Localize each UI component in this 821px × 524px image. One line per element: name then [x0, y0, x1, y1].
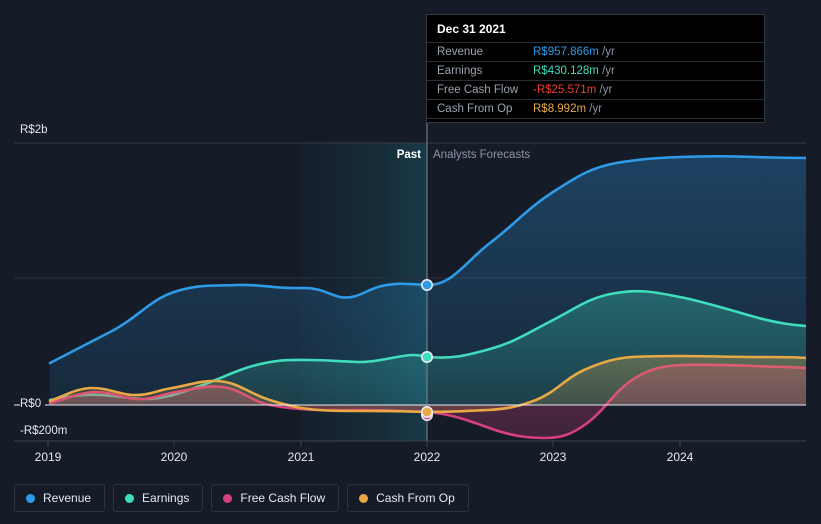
tooltip-row-earnings: Earnings R$430.128m /yr	[427, 61, 764, 81]
tooltip-row-revenue: Revenue R$957.866m /yr	[427, 42, 764, 62]
legend-item-cash-from-op[interactable]: Cash From Op	[347, 484, 469, 512]
legend-dot-icon-earnings	[125, 493, 135, 503]
tooltip-title: Dec 31 2021	[437, 22, 506, 36]
tooltip-label-free-cash-flow: Free Cash Flow	[427, 80, 533, 100]
selected-point-markers	[420, 278, 433, 421]
cash-from-op-area	[50, 356, 806, 412]
tooltip-row-free-cash-flow: Free Cash Flow -R$25.571m /yr	[427, 80, 764, 100]
tooltip-unit-revenue: /yr	[602, 46, 615, 58]
data-point-tooltip: Dec 31 2021 Revenue R$957.866m /yr Earni…	[426, 14, 765, 123]
chart-legend: Revenue Earnings Free Cash Flow Cash Fro…	[14, 484, 469, 512]
tooltip-unit-free-cash-flow: /yr	[599, 84, 613, 96]
legend-label-earnings: Earnings	[142, 491, 190, 505]
tooltip-number-revenue: R$957.866m	[533, 46, 599, 58]
past-era-label: Past	[396, 149, 421, 161]
tooltip-row-cash-from-op: Cash From Op R$8.992m /yr	[427, 99, 764, 119]
tooltip-unit-cash-from-op: /yr	[589, 103, 603, 115]
x-tick-label-2020: 2020	[160, 450, 188, 464]
legend-dot-icon-cash-from-op	[359, 493, 369, 503]
tooltip-number-cash-from-op: R$8.992m	[533, 103, 587, 115]
x-tick-label-2023: 2023	[539, 450, 567, 464]
tooltip-number-free-cash-flow: -R$25.571m	[533, 84, 597, 96]
x-tick-label-2024: 2024	[666, 450, 694, 464]
tooltip-label-cash-from-op: Cash From Op	[427, 99, 533, 119]
tooltip-values-table: Revenue R$957.866m /yr Earnings R$430.12…	[427, 42, 764, 119]
legend-label-free-cash-flow: Free Cash Flow	[240, 491, 326, 505]
legend-dot-icon-revenue	[26, 493, 35, 503]
y-tick-label-0: R$0	[20, 398, 46, 410]
marker-cash-from-op[interactable]	[420, 405, 433, 418]
tooltip-unit-earnings: /yr	[602, 65, 615, 77]
marker-revenue[interactable]	[420, 278, 433, 291]
tooltip-value-cash-from-op: R$8.992m /yr	[533, 99, 764, 119]
tooltip-value-earnings: R$430.128m /yr	[533, 61, 764, 81]
legend-item-free-cash-flow[interactable]: Free Cash Flow	[211, 484, 340, 512]
forecast-era-label: Analysts Forecasts	[433, 149, 531, 161]
tooltip-number-earnings: R$430.128m	[533, 65, 599, 77]
revenue-line	[48, 154, 806, 365]
tooltip-label-revenue: Revenue	[427, 42, 533, 62]
legend-dot-icon-free-cash-flow	[223, 493, 233, 503]
legend-label-revenue: Revenue	[43, 491, 92, 505]
x-tick-label-2019: 2019	[34, 450, 62, 464]
x-tick-label-2022: 2022	[413, 450, 441, 464]
marker-earnings[interactable]	[420, 350, 433, 363]
tooltip-value-free-cash-flow: -R$25.571m /yr	[533, 80, 764, 100]
tooltip-label-earnings: Earnings	[427, 61, 533, 81]
cash-from-op-line	[48, 354, 806, 414]
tooltip-value-revenue: R$957.866m /yr	[533, 42, 764, 62]
x-tick-label-2021: 2021	[287, 450, 315, 464]
legend-label-cash-from-op: Cash From Op	[376, 491, 455, 505]
y-tick-label-2b: R$2b	[20, 124, 52, 136]
x-axis	[14, 440, 806, 447]
legend-item-earnings[interactable]: Earnings	[113, 484, 204, 512]
y-tick-label-neg200m: -R$200m	[20, 425, 72, 437]
legend-item-revenue[interactable]: Revenue	[14, 484, 106, 512]
